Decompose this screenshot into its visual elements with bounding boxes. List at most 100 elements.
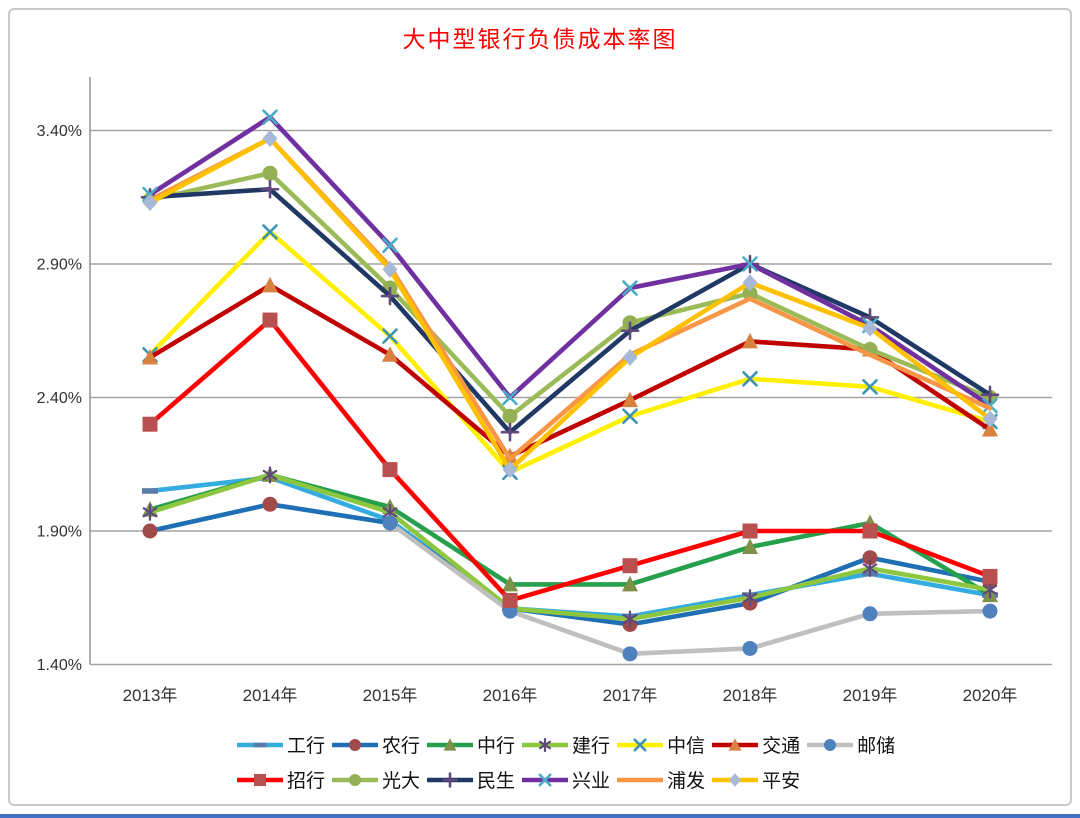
x-tick-label: 2017年 <box>603 686 658 705</box>
square-marker <box>982 568 998 584</box>
legend-item-中信: 中信 <box>617 731 705 758</box>
legend-row: 工行 农行 中行 建行 中信 交通 邮储 <box>237 731 895 758</box>
x-marker <box>982 397 998 414</box>
legend-key-icon <box>712 772 759 787</box>
asterisk-marker <box>538 737 552 752</box>
legend-item-工行: 工行 <box>237 731 325 758</box>
triangle-marker <box>382 346 398 362</box>
bottom-divider <box>0 814 1080 818</box>
legend-item-平安: 平安 <box>712 766 800 793</box>
plus-marker <box>620 321 640 341</box>
legend-item-交通: 交通 <box>712 731 800 758</box>
x-marker <box>502 389 518 406</box>
legend-label: 浦发 <box>667 770 706 792</box>
square-marker <box>142 416 158 432</box>
square-marker <box>622 558 638 574</box>
legend-label: 民生 <box>477 770 516 792</box>
circle-marker <box>824 738 837 751</box>
diamond-marker <box>262 130 278 148</box>
legend-key-icon <box>617 777 664 782</box>
square-marker <box>262 312 278 328</box>
x-marker <box>382 328 398 344</box>
circle-marker <box>862 606 878 622</box>
dash-marker <box>142 488 158 494</box>
diamond-marker <box>862 319 878 337</box>
plus-marker <box>442 771 458 788</box>
dash-marker <box>253 742 267 747</box>
legend-label: 光大 <box>382 770 421 792</box>
legend-key-icon <box>332 738 379 751</box>
line-chart-plot: 3.40% 2.90% 2.40% 1.90% 1.40% 2013年 2014年 2015年… <box>37 77 1052 705</box>
series-工行 <box>142 474 998 620</box>
triangle-marker <box>742 538 758 555</box>
plus-marker <box>260 179 280 199</box>
circle-marker <box>382 515 398 531</box>
chart-title: 大中型银行负债成本率图 <box>402 27 678 53</box>
legend-key-icon <box>712 737 759 751</box>
legend-item-邮储: 邮储 <box>807 731 895 758</box>
x-marker <box>862 379 878 395</box>
square-marker <box>862 523 878 539</box>
x-marker <box>622 408 638 424</box>
x-tick-label: 2020年 <box>963 686 1018 705</box>
y-tick-label: 3.40% <box>37 123 82 140</box>
legend-key-icon <box>427 737 474 751</box>
legend-item-浦发: 浦发 <box>617 766 705 793</box>
triangle-marker <box>443 737 457 751</box>
asterisk-marker <box>622 610 638 628</box>
legend-label: 兴业 <box>572 770 611 792</box>
x-tick-label: 2019年 <box>843 686 898 705</box>
diamond-marker <box>742 274 758 292</box>
legend-label: 平安 <box>762 770 801 792</box>
x-marker <box>742 371 758 387</box>
x-tick-label: 2018年 <box>723 686 778 705</box>
x-marker <box>382 237 398 254</box>
y-tick-label: 2.90% <box>37 257 82 274</box>
legend-label: 招行 <box>287 770 326 792</box>
legend-label: 中行 <box>477 735 516 757</box>
legend-key-icon <box>427 771 474 788</box>
square-marker <box>382 462 398 478</box>
square-marker <box>742 523 758 539</box>
triangle-marker <box>742 332 758 349</box>
y-tick-label: 1.40% <box>37 657 82 674</box>
triangle-marker <box>982 421 998 437</box>
x-marker <box>262 224 278 240</box>
circle-marker <box>349 773 362 786</box>
plus-marker <box>380 286 400 306</box>
circle-marker <box>982 603 998 619</box>
legend-key-icon <box>807 738 854 751</box>
diamond-marker <box>729 772 742 787</box>
x-tick-label: 2016年 <box>483 686 538 705</box>
legend-key-icon <box>237 742 283 747</box>
circle-marker <box>262 496 278 512</box>
circle-marker <box>622 646 638 662</box>
triangle-marker <box>622 391 638 408</box>
legend-row: 招行 光大 民生 兴业 浦发 平安 <box>237 766 877 793</box>
series-平安 <box>142 130 998 479</box>
x-marker <box>622 280 638 296</box>
plus-marker <box>980 385 1000 405</box>
legend-item-农行: 农行 <box>332 731 420 758</box>
triangle-marker <box>142 348 158 365</box>
series-邮储 <box>382 515 998 662</box>
asterisk-marker <box>262 466 278 484</box>
asterisk-marker <box>862 559 878 577</box>
triangle-marker <box>262 276 278 293</box>
triangle-marker <box>622 575 638 592</box>
legend-label: 交通 <box>762 735 801 757</box>
x-marker <box>262 109 278 125</box>
diamond-marker <box>502 461 518 479</box>
x-tick-label: 2015年 <box>363 686 418 705</box>
circle-marker <box>262 165 278 181</box>
legend-key-icon <box>522 737 569 752</box>
circle-marker <box>142 523 158 539</box>
square-marker <box>502 592 518 608</box>
legend-item-兴业: 兴业 <box>522 766 610 793</box>
legend-item-建行: 建行 <box>522 731 610 758</box>
circle-marker <box>862 550 878 566</box>
x-marker <box>538 773 552 786</box>
x-marker <box>742 256 758 272</box>
asterisk-marker <box>982 581 998 599</box>
